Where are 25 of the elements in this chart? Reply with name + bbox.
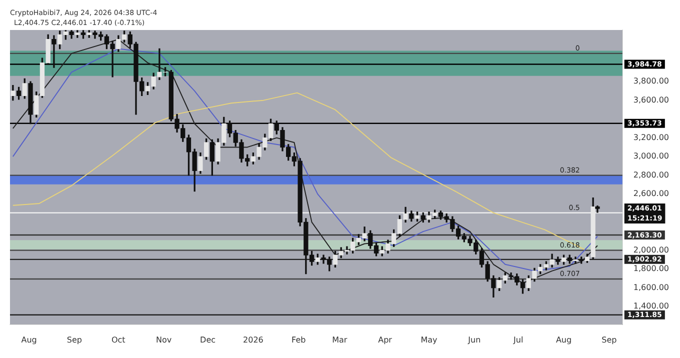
y-tick-label: 3,200.00 [633,132,669,142]
x-tick-label: May [420,335,438,344]
x-tick-label: Nov [156,335,172,344]
y-tick-label: 3,800.00 [633,76,669,86]
x-tick-label: Mar [332,335,348,344]
x-tick-label: Jul [512,335,524,344]
x-tick-label: Apr [378,335,393,344]
y-tick-label: 2,800.00 [633,170,669,180]
x-tick-label: Oct [111,335,126,344]
x-tick-label: 2026 [243,335,264,344]
x-tick-label: Sep [66,335,82,344]
y-tick-label: 2,000.00 [633,245,669,254]
x-tick-label: Aug [556,335,572,344]
x-tick-label: Aug [21,335,37,344]
y-tick-label: 1,600.00 [633,282,669,292]
x-tick-label: Jun [467,335,481,344]
x-tick-label: Feb [292,335,306,344]
y-tick-label: 2,600.00 [633,189,669,198]
y-tick-label: 1,800.00 [633,264,669,274]
candlestick [52,35,56,68]
y-tick-label: 3,600.00 [633,95,669,104]
y-tick-label: 1,400.00 [633,302,669,311]
x-tick-label: Dec [200,335,216,344]
y-tick-label: 3,000.00 [633,152,669,161]
x-tick-label: Sep [602,335,617,344]
